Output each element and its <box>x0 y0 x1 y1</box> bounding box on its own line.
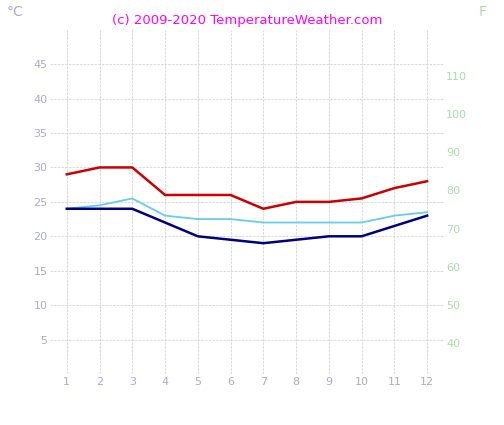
Title: (c) 2009-2020 TemperatureWeather.com: (c) 2009-2020 TemperatureWeather.com <box>112 14 382 27</box>
Text: F: F <box>479 6 487 20</box>
Text: °C: °C <box>7 6 23 20</box>
